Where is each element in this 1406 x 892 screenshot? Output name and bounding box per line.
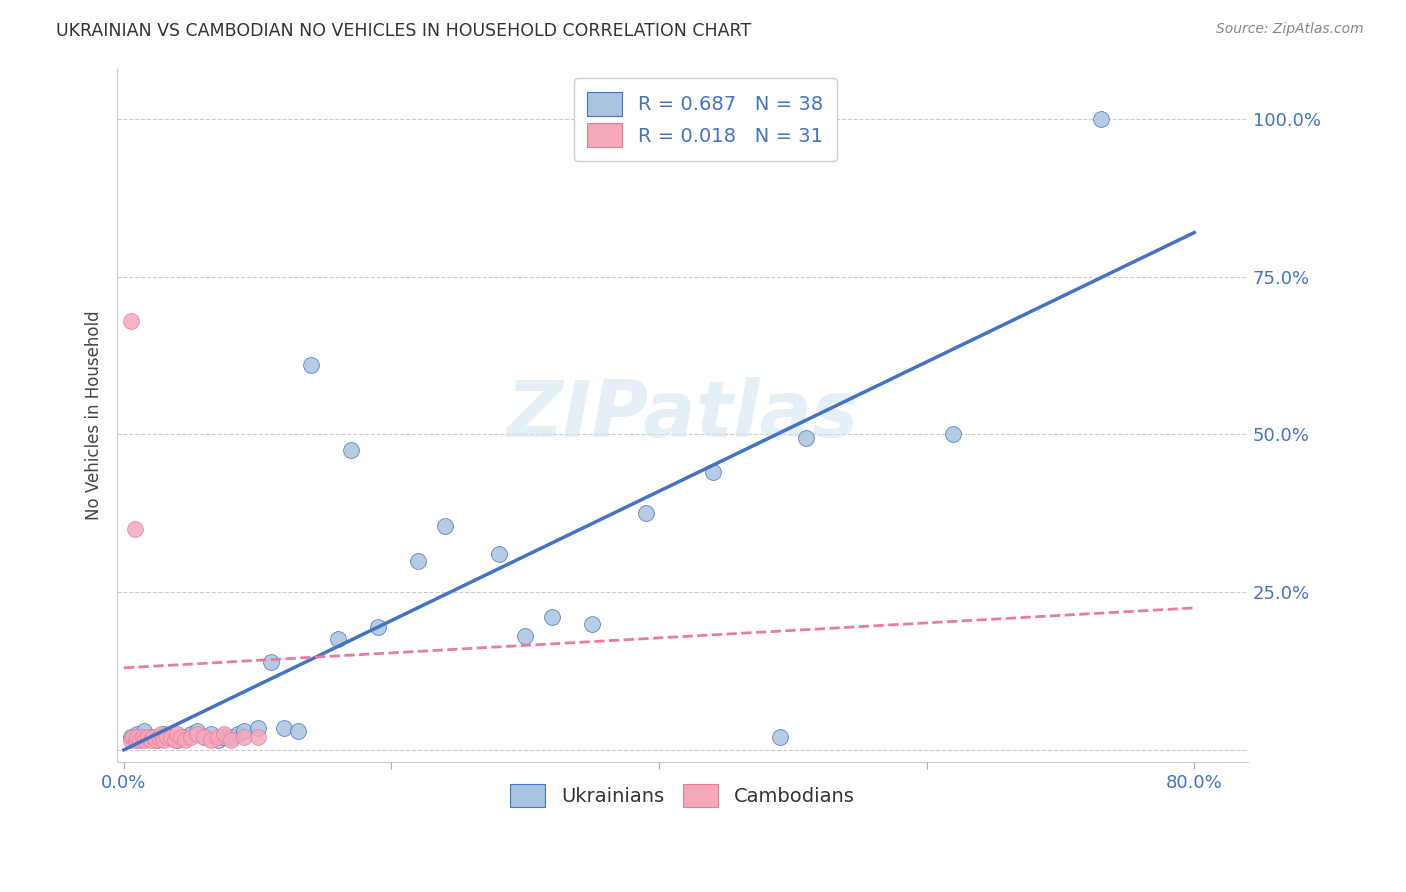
Text: ZIPatlas: ZIPatlas (506, 377, 859, 453)
Point (273, 721, 295, 735)
Point (166, 727, 188, 741)
Point (1090, 112, 1112, 126)
Point (139, 733, 162, 747)
Point (212, 727, 235, 741)
Point (139, 730, 162, 744)
Point (120, 733, 142, 747)
Point (122, 730, 145, 744)
Point (180, 730, 202, 744)
Point (150, 727, 173, 741)
Point (156, 730, 179, 744)
Point (146, 733, 169, 747)
Point (541, 610, 564, 624)
Point (159, 730, 181, 744)
Point (124, 522, 146, 536)
Point (434, 519, 457, 533)
Point (768, 730, 790, 744)
Point (173, 730, 195, 744)
Point (180, 727, 202, 741)
Point (200, 727, 222, 741)
Point (148, 730, 170, 744)
Point (406, 553, 429, 567)
Point (142, 730, 165, 744)
Point (299, 358, 322, 372)
Point (145, 733, 167, 747)
Point (326, 632, 349, 647)
Point (131, 730, 153, 744)
Point (233, 723, 256, 738)
Point (515, 629, 537, 643)
Point (170, 730, 193, 744)
Point (634, 506, 657, 520)
Point (159, 730, 181, 744)
Point (226, 727, 249, 741)
Point (942, 427, 965, 442)
Point (127, 730, 149, 744)
Point (186, 727, 208, 741)
Point (233, 730, 256, 744)
Point (132, 723, 155, 738)
Text: UKRAINIAN VS CAMBODIAN NO VEHICLES IN HOUSEHOLD CORRELATION CHART: UKRAINIAN VS CAMBODIAN NO VEHICLES IN HO… (56, 22, 751, 40)
Point (207, 730, 229, 744)
Point (246, 730, 269, 744)
Point (193, 730, 215, 744)
Point (200, 733, 222, 747)
Point (120, 314, 142, 328)
Point (212, 730, 235, 744)
Point (581, 616, 603, 631)
Point (246, 721, 269, 735)
Text: Source: ZipAtlas.com: Source: ZipAtlas.com (1216, 22, 1364, 37)
Legend: Ukrainians, Cambodians: Ukrainians, Cambodians (502, 776, 862, 815)
Point (174, 733, 197, 747)
Point (702, 465, 724, 479)
Point (136, 730, 159, 744)
Y-axis label: No Vehicles in Household: No Vehicles in Household (86, 310, 103, 520)
Point (260, 655, 283, 669)
Point (120, 730, 142, 744)
Point (127, 727, 149, 741)
Point (219, 730, 242, 744)
Point (367, 620, 389, 634)
Point (287, 723, 309, 738)
Point (134, 733, 156, 747)
Point (207, 733, 229, 747)
Point (488, 547, 510, 561)
Point (125, 733, 148, 747)
Point (163, 733, 186, 747)
Point (129, 733, 152, 747)
Point (186, 723, 208, 738)
Point (166, 733, 188, 747)
Point (219, 733, 242, 747)
Point (193, 730, 215, 744)
Point (794, 431, 817, 445)
Point (340, 443, 363, 458)
Point (153, 727, 176, 741)
Point (153, 733, 176, 747)
